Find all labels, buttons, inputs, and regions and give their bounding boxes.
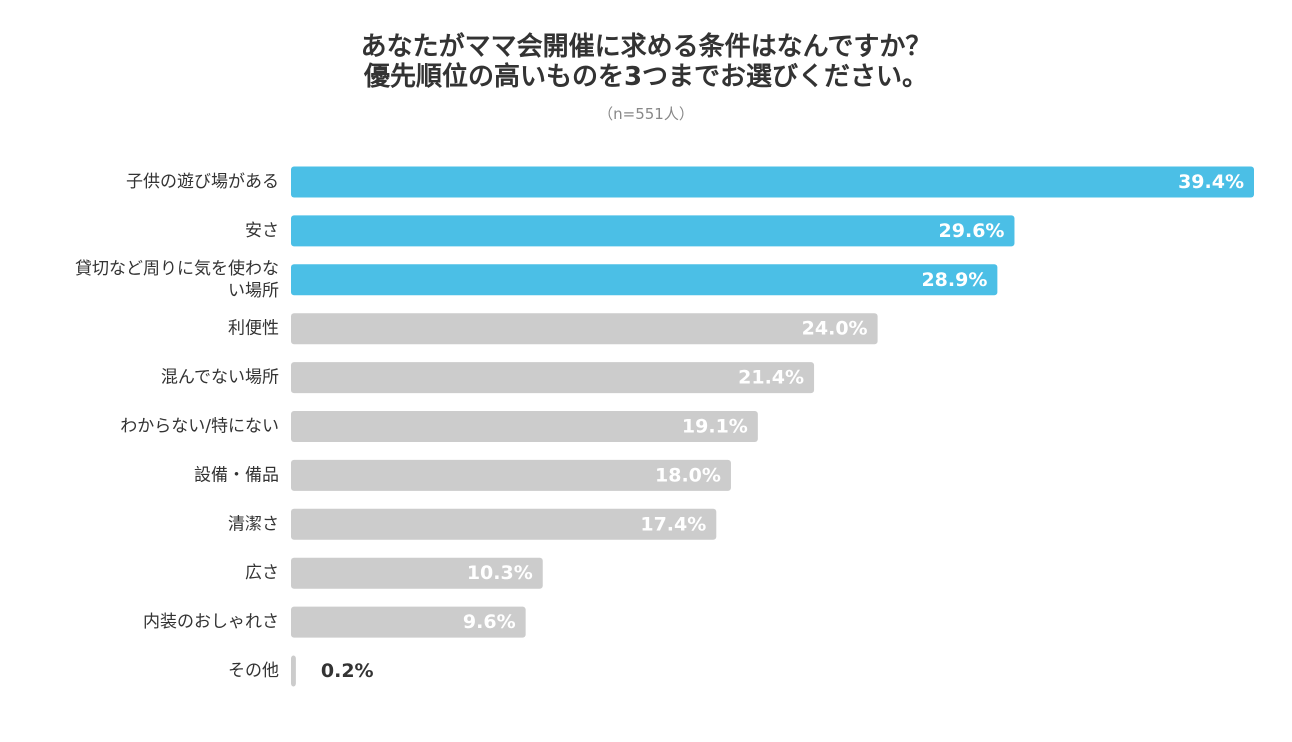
bar-5 bbox=[291, 411, 758, 442]
bar-10 bbox=[291, 655, 296, 687]
category-label-1: 安さ bbox=[245, 221, 279, 241]
value-label-5: 19.1% bbox=[682, 416, 748, 438]
category-label-0: 子供の遊び場がある bbox=[126, 172, 279, 192]
chart-title-line2: 優先順位の高いものを3つまでお選びください。 bbox=[363, 62, 929, 92]
value-label-10: 0.2% bbox=[321, 660, 374, 682]
value-label-7: 17.4% bbox=[640, 513, 706, 535]
bar-6 bbox=[291, 459, 731, 491]
bar-1 bbox=[291, 215, 1015, 247]
value-label-4: 21.4% bbox=[738, 367, 804, 389]
category-label-2-line0: 貸切など周りに気を使わな bbox=[75, 258, 279, 279]
category-label-4: 混んでない場所 bbox=[161, 368, 279, 388]
value-label-2: 28.9% bbox=[921, 269, 987, 291]
category-label-6: 設備・備品 bbox=[194, 465, 279, 485]
bar-2 bbox=[291, 264, 998, 296]
category-label-8: 広さ bbox=[245, 563, 279, 583]
chart-title: あなたがママ会開催に求める条件はなんですか？ 優先順位の高いものを3つまでお選び… bbox=[0, 32, 1292, 92]
value-label-0: 39.4% bbox=[1178, 171, 1244, 193]
category-label-2-line1: い場所 bbox=[228, 281, 279, 301]
value-label-1: 29.6% bbox=[939, 220, 1005, 242]
value-label-3: 24.0% bbox=[802, 318, 868, 340]
value-label-8: 10.3% bbox=[467, 562, 533, 584]
category-label-9: 内装のおしゃれさ bbox=[143, 612, 279, 632]
value-label-6: 18.0% bbox=[655, 464, 721, 486]
value-label-9: 9.6% bbox=[463, 611, 516, 633]
chart-title-line1: あなたがママ会開催に求める条件はなんですか？ bbox=[360, 32, 932, 62]
sample-size: （n=551人） bbox=[598, 105, 694, 123]
category-label-7: 清潔さ bbox=[228, 514, 279, 534]
bar-3 bbox=[291, 313, 878, 345]
category-label-10: その他 bbox=[228, 661, 279, 681]
bar-0 bbox=[291, 166, 1254, 198]
bar-4 bbox=[291, 362, 815, 394]
bar-8 bbox=[291, 557, 543, 589]
category-label-3: 利便性 bbox=[228, 319, 279, 339]
bar-7 bbox=[291, 508, 717, 540]
bar-9 bbox=[291, 606, 526, 638]
category-label-5: わからない/特にない bbox=[120, 417, 279, 437]
